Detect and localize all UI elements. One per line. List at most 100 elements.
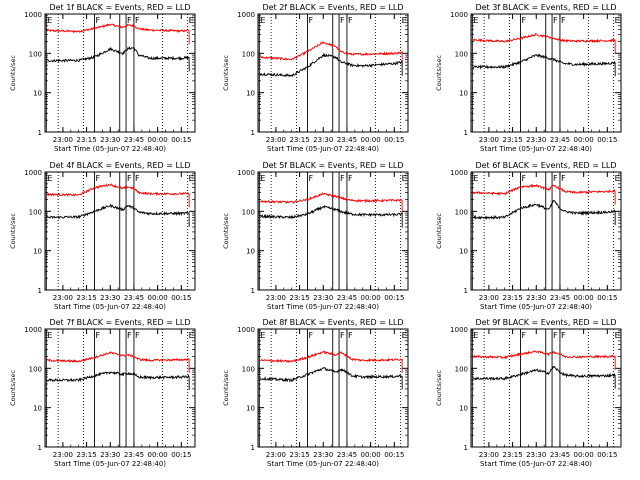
- events-series-line: [259, 52, 403, 78]
- x-tick-label: 00:15: [384, 294, 404, 302]
- marker-label: F: [308, 331, 313, 340]
- y-tick-label: 10: [33, 90, 42, 98]
- y-tick-label: 1: [38, 129, 42, 137]
- x-tick-label: 00:15: [384, 451, 404, 459]
- y-tick-label: 100: [455, 208, 468, 216]
- events-series-line: [472, 365, 616, 389]
- x-tick-label: 23:30: [100, 294, 120, 302]
- marker-label: E: [189, 16, 194, 25]
- x-tick-label: 23:45: [550, 294, 570, 302]
- panel-6: Det 6f BLACK = Events, RED = LLD 1 10 100 10…: [435, 161, 622, 311]
- panel-2: Det 2f BLACK = Events, RED = LLD 1 10 100 10…: [222, 3, 409, 153]
- events-series-line: [472, 199, 616, 226]
- panel-title: Det 8f BLACK = Events, RED = LLD: [262, 318, 403, 327]
- x-axis-label: Start Time (05-Jun-07 22:48:40): [54, 145, 166, 153]
- events-series-line: [259, 204, 403, 228]
- lld-series-line: [46, 23, 190, 45]
- y-tick-label: 1: [38, 444, 42, 452]
- x-tick-label: 00:15: [171, 136, 191, 144]
- y-tick-label: 100: [455, 50, 468, 58]
- y-tick-label: 10: [459, 90, 468, 98]
- y-axis-label: Counts/sec: [9, 370, 17, 406]
- panel-4: Det 4f BLACK = Events, RED = LLD 1 10 100 10…: [9, 161, 196, 311]
- marker-label: F: [561, 16, 566, 25]
- x-tick-label: 23:00: [479, 451, 499, 459]
- panel-9: Det 9f BLACK = Events, RED = LLD 1 10 100 10…: [435, 318, 622, 468]
- y-tick-label: 1000: [450, 11, 468, 19]
- marker-label: E: [260, 331, 265, 340]
- lld-series-line: [46, 183, 190, 208]
- marker-label: F: [95, 174, 100, 183]
- y-tick-label: 10: [459, 405, 468, 413]
- x-axis-label: Start Time (05-Jun-07 22:48:40): [480, 145, 592, 153]
- x-tick-label: 23:00: [53, 136, 73, 144]
- x-tick-label: 00:00: [361, 136, 381, 144]
- x-tick-label: 23:00: [53, 294, 73, 302]
- marker-label: F: [553, 331, 558, 340]
- x-tick-label: 23:15: [76, 451, 96, 459]
- marker-label: F: [340, 16, 345, 25]
- lld-series-line: [473, 350, 616, 370]
- panel-title: Det 7f BLACK = Events, RED = LLD: [49, 318, 190, 327]
- x-tick-label: 00:15: [384, 136, 404, 144]
- marker-label: F: [95, 16, 100, 25]
- x-tick-label: 23:15: [502, 451, 522, 459]
- y-tick-label: 100: [455, 365, 468, 373]
- y-tick-label: 100: [29, 365, 42, 373]
- marker-label: E: [473, 16, 478, 25]
- y-tick-label: 1: [38, 287, 42, 295]
- marker-label: F: [348, 174, 353, 183]
- x-tick-label: 23:30: [313, 136, 333, 144]
- lld-series-line: [472, 33, 616, 54]
- y-tick-label: 1000: [237, 169, 255, 177]
- x-tick-label: 23:00: [266, 294, 286, 302]
- x-tick-label: 23:15: [289, 451, 309, 459]
- y-tick-label: 1000: [237, 11, 255, 19]
- y-tick-label: 100: [242, 208, 255, 216]
- marker-label: E: [189, 174, 194, 183]
- x-axis-label: Start Time (05-Jun-07 22:48:40): [480, 460, 592, 468]
- marker-label: E: [260, 16, 265, 25]
- y-axis-label: Counts/sec: [435, 55, 443, 91]
- x-tick-label: 23:00: [479, 136, 499, 144]
- events-series-line: [47, 46, 190, 72]
- marker-label: F: [561, 174, 566, 183]
- x-tick-label: 23:45: [337, 451, 357, 459]
- y-tick-label: 1: [464, 444, 468, 452]
- events-series-line: [472, 53, 616, 77]
- x-tick-label: 00:00: [148, 294, 168, 302]
- y-tick-label: 10: [246, 90, 255, 98]
- x-tick-label: 23:30: [313, 294, 333, 302]
- marker-label: E: [615, 174, 620, 183]
- lld-series-line: [472, 183, 616, 205]
- x-tick-label: 23:45: [337, 294, 357, 302]
- x-tick-label: 23:15: [502, 294, 522, 302]
- y-tick-label: 1000: [24, 326, 42, 334]
- x-tick-label: 00:00: [361, 451, 381, 459]
- y-tick-label: 100: [29, 50, 42, 58]
- y-axis-label: Counts/sec: [435, 213, 443, 249]
- marker-label: F: [340, 331, 345, 340]
- x-axis-label: Start Time (05-Jun-07 22:48:40): [480, 303, 592, 311]
- panel-title: Det 6f BLACK = Events, RED = LLD: [475, 161, 616, 170]
- panel-8: Det 8f BLACK = Events, RED = LLD 1 10 100 10…: [222, 318, 409, 468]
- marker-label: F: [553, 174, 558, 183]
- y-tick-label: 1000: [24, 11, 42, 19]
- y-tick-label: 1: [464, 129, 468, 137]
- y-tick-label: 1: [464, 287, 468, 295]
- x-axis-label: Start Time (05-Jun-07 22:48:40): [267, 303, 379, 311]
- panel-7: Det 7f BLACK = Events, RED = LLD 1 10 100 10…: [9, 318, 196, 468]
- y-tick-label: 100: [29, 208, 42, 216]
- marker-label: F: [127, 16, 132, 25]
- x-tick-label: 23:45: [124, 451, 144, 459]
- x-tick-label: 23:15: [76, 136, 96, 144]
- x-tick-label: 23:45: [124, 136, 144, 144]
- lld-series-line: [46, 350, 190, 373]
- events-series-line: [259, 366, 403, 390]
- x-tick-label: 23:45: [337, 136, 357, 144]
- y-axis-label: Counts/sec: [9, 55, 17, 91]
- y-tick-label: 10: [33, 405, 42, 413]
- y-tick-label: 10: [33, 248, 42, 256]
- y-tick-label: 1000: [450, 169, 468, 177]
- y-tick-label: 1: [251, 444, 255, 452]
